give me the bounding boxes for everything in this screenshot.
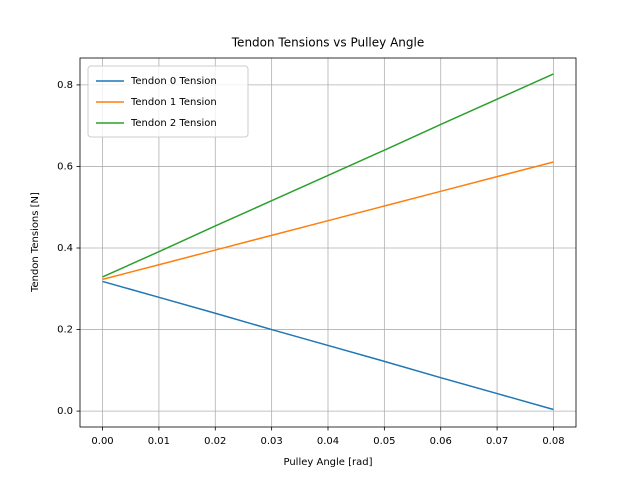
x-tick-label: 0.08 bbox=[542, 436, 564, 447]
legend: Tendon 0 Tension Tendon 1 Tension Tendon 2… bbox=[87, 65, 249, 138]
legend-label: Tendon 1 Tension bbox=[130, 97, 217, 108]
y-tick-label: 0.4 bbox=[57, 243, 73, 254]
legend-box bbox=[87, 65, 249, 138]
x-tick-label: 0.00 bbox=[91, 436, 113, 447]
x-tick-label: 0.04 bbox=[317, 436, 339, 447]
x-tick-label: 0.02 bbox=[204, 436, 226, 447]
y-axis-label: Tendon Tensions [N] bbox=[30, 192, 41, 293]
x-tick-label: 0.05 bbox=[373, 436, 395, 447]
y-tick-label: 0.2 bbox=[57, 325, 73, 336]
y-tick-label: 0.8 bbox=[57, 80, 73, 91]
plot-frame bbox=[79, 57, 577, 428]
y-tick-label: 0.6 bbox=[57, 161, 73, 172]
chart-title: Tendon Tensions vs Pulley Angle bbox=[231, 36, 424, 50]
legend-label: Tendon 0 Tension bbox=[130, 76, 217, 87]
series-line bbox=[102, 161, 554, 281]
series-line bbox=[102, 73, 554, 278]
x-tick-label: 0.01 bbox=[148, 436, 170, 447]
legend-label: Tendon 2 Tension bbox=[130, 118, 217, 129]
x-tick-label: 0.03 bbox=[261, 436, 283, 447]
x-tick-label: 0.06 bbox=[430, 436, 452, 447]
series-line bbox=[102, 280, 554, 411]
y-tick-label: 0.0 bbox=[57, 406, 73, 417]
x-tick-label: 0.07 bbox=[486, 436, 508, 447]
x-axis-label: Pulley Angle [rad] bbox=[283, 457, 372, 468]
